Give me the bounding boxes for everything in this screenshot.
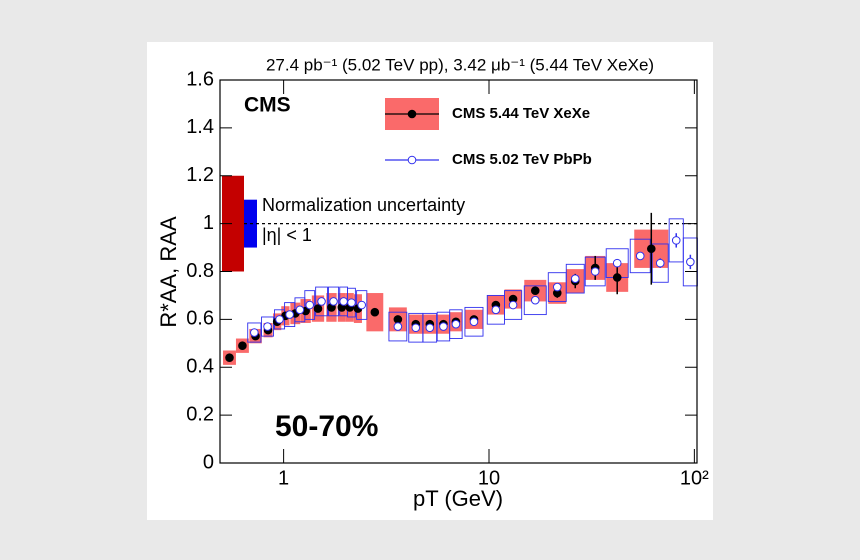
data-point — [491, 305, 501, 315]
data-point — [238, 341, 247, 351]
data-point — [305, 300, 315, 310]
data-point — [646, 244, 656, 254]
data-point — [370, 307, 380, 317]
annotation: |η| < 1 — [262, 225, 312, 245]
syst-box — [523, 285, 547, 316]
legend-label: CMS 5.44 TeV XeXe — [452, 105, 590, 122]
data-point — [655, 258, 665, 268]
x-tick-label: 10² — [680, 467, 709, 489]
syst-box — [565, 263, 585, 294]
y-tick-label: 1.6 — [186, 68, 214, 90]
data-point — [686, 257, 695, 267]
syst-box — [315, 286, 328, 317]
data-point — [313, 304, 323, 313]
data-point — [393, 322, 403, 331]
data-point — [393, 315, 403, 324]
syst-box — [388, 311, 408, 342]
y-axis-label: R*AA, RAA — [156, 216, 181, 328]
data-point — [671, 236, 681, 245]
chart-title: 27.4 pb⁻¹ (5.02 TeV pp), 3.42 μb⁻¹ (5.44… — [266, 55, 654, 74]
data-point — [275, 315, 284, 324]
data-point — [285, 310, 294, 319]
y-tick-label: 0.6 — [186, 308, 214, 330]
data-point — [339, 297, 348, 306]
data-point — [635, 251, 645, 261]
data-point — [590, 267, 600, 276]
syst-box — [651, 243, 669, 283]
syst-box — [247, 322, 262, 343]
data-point — [552, 282, 562, 292]
y-tick-label: 0.8 — [186, 260, 214, 282]
data-point — [225, 353, 234, 362]
data-point — [508, 300, 518, 310]
syst-box — [449, 309, 463, 339]
data-point — [411, 323, 421, 333]
syst-box — [422, 312, 438, 343]
data-point — [295, 305, 305, 315]
x-axis-label: pT (GeV) — [413, 486, 503, 511]
legend-marker — [407, 109, 417, 119]
syst-box — [261, 316, 274, 337]
annotation: CMS — [244, 94, 291, 117]
y-tick-label: 1.4 — [186, 116, 214, 138]
legend-label: CMS 5.02 TeV PbPb — [452, 151, 592, 168]
x-tick-label: 1 — [278, 467, 289, 489]
syst-box — [629, 238, 651, 274]
data-point — [250, 328, 259, 337]
data-point — [357, 300, 367, 310]
normalization-box — [222, 175, 244, 272]
y-tick-label: 0.4 — [186, 356, 214, 378]
data-point — [469, 317, 479, 327]
syst-box — [304, 290, 316, 320]
data-point — [451, 319, 461, 329]
annotation: Normalization uncertainty — [262, 195, 465, 215]
y-tick-label: 0.2 — [186, 403, 214, 425]
annotation: 50-70% — [275, 410, 378, 443]
data-point — [329, 297, 338, 306]
y-tick-label: 0 — [203, 451, 214, 473]
data-point — [439, 322, 448, 331]
data-point — [530, 295, 540, 305]
data-point — [263, 322, 272, 331]
data-point — [317, 297, 326, 306]
y-tick-label: 1.2 — [186, 164, 214, 186]
syst-box — [464, 306, 484, 337]
data-point — [570, 274, 580, 283]
data-point — [425, 323, 435, 333]
data-point — [612, 258, 622, 268]
data-point — [347, 298, 356, 307]
syst-box — [504, 290, 523, 320]
data-point — [612, 273, 622, 282]
syst-box — [328, 286, 340, 317]
data-point — [530, 286, 540, 295]
y-tick-label: 1 — [203, 212, 214, 234]
x-tick-label: 10 — [478, 467, 500, 489]
legend-marker — [407, 155, 417, 165]
